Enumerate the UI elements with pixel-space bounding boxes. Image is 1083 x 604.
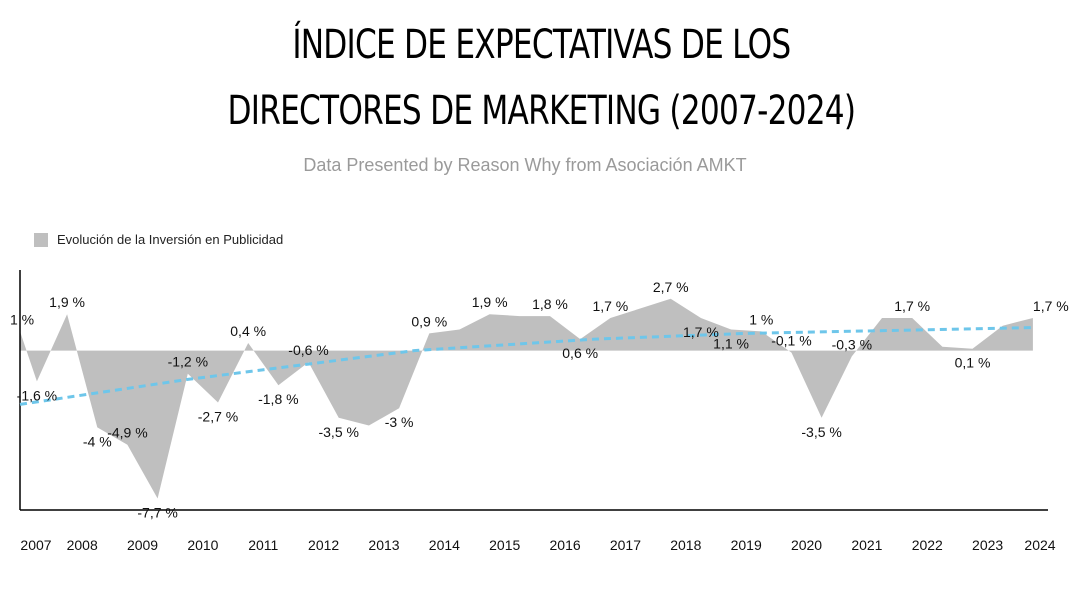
data-label: -2,7 % (198, 408, 238, 424)
data-label: -4,9 % (107, 425, 147, 441)
data-label: -0,3 % (832, 336, 872, 352)
x-tick-label: 2007 (20, 537, 51, 553)
x-tick-label: 2024 (1024, 537, 1055, 553)
x-tick-label: 2009 (127, 537, 158, 553)
x-tick-label: 2013 (368, 537, 399, 553)
x-tick-label: 2016 (550, 537, 581, 553)
legend-label: Evolución de la Inversión en Publicidad (57, 232, 284, 247)
data-label: 1,8 % (532, 296, 568, 312)
x-tick-label: 2018 (670, 537, 701, 553)
legend-swatch (34, 232, 48, 247)
data-label: 1 % (749, 311, 773, 327)
data-label: 1,7 % (592, 298, 628, 314)
x-tick-label: 2014 (429, 537, 460, 553)
data-label: -0,1 % (771, 333, 811, 349)
x-tick-label: 2010 (187, 537, 218, 553)
data-label: 1,1 % (713, 336, 749, 352)
chart-subtitle: Data Presented by Reason Why from Asocia… (303, 155, 747, 175)
data-label: -3,5 % (801, 424, 841, 440)
chart-legend: Evolución de la Inversión en Publicidad (34, 232, 283, 247)
x-tick-label: 2019 (731, 537, 762, 553)
data-label: 1,7 % (894, 298, 930, 314)
x-tick-label: 2023 (972, 537, 1003, 553)
data-label: -1,8 % (258, 391, 298, 407)
data-label: 1,7 % (683, 324, 719, 340)
data-label: 2,7 % (653, 279, 689, 295)
data-label: -3,5 % (318, 424, 358, 440)
data-label: -4 % (83, 433, 112, 449)
area-series (20, 298, 1033, 499)
data-label: -1,2 % (168, 354, 208, 370)
x-tick-label: 2012 (308, 537, 339, 553)
data-label: 1,7 % (1033, 298, 1069, 314)
x-tick-label: 2022 (912, 537, 943, 553)
x-tick-label: 2008 (67, 537, 98, 553)
data-label: 0,6 % (562, 345, 598, 361)
data-label: 0,9 % (411, 313, 447, 329)
data-label: 1 % (10, 311, 34, 327)
data-label: 1,9 % (49, 294, 85, 310)
data-label: -3 % (385, 414, 414, 430)
chart-title-line-2: DIRECTORES DE MARKETING (2007-2024) (227, 88, 856, 134)
data-label: 0,1 % (955, 355, 991, 371)
x-tick-label: 2015 (489, 537, 520, 553)
chart-title-line-1: ÍNDICE DE EXPECTATIVAS DE LOS (292, 22, 791, 68)
x-tick-label: 2020 (791, 537, 822, 553)
data-label: -0,6 % (288, 342, 328, 358)
data-label: -1,6 % (17, 387, 57, 403)
data-label: 0,4 % (230, 323, 266, 339)
data-label: -7,7 % (137, 504, 177, 520)
x-tick-label: 2021 (851, 537, 882, 553)
data-label: 1,9 % (472, 294, 508, 310)
x-tick-label: 2017 (610, 537, 641, 553)
x-tick-label: 2011 (248, 537, 278, 553)
